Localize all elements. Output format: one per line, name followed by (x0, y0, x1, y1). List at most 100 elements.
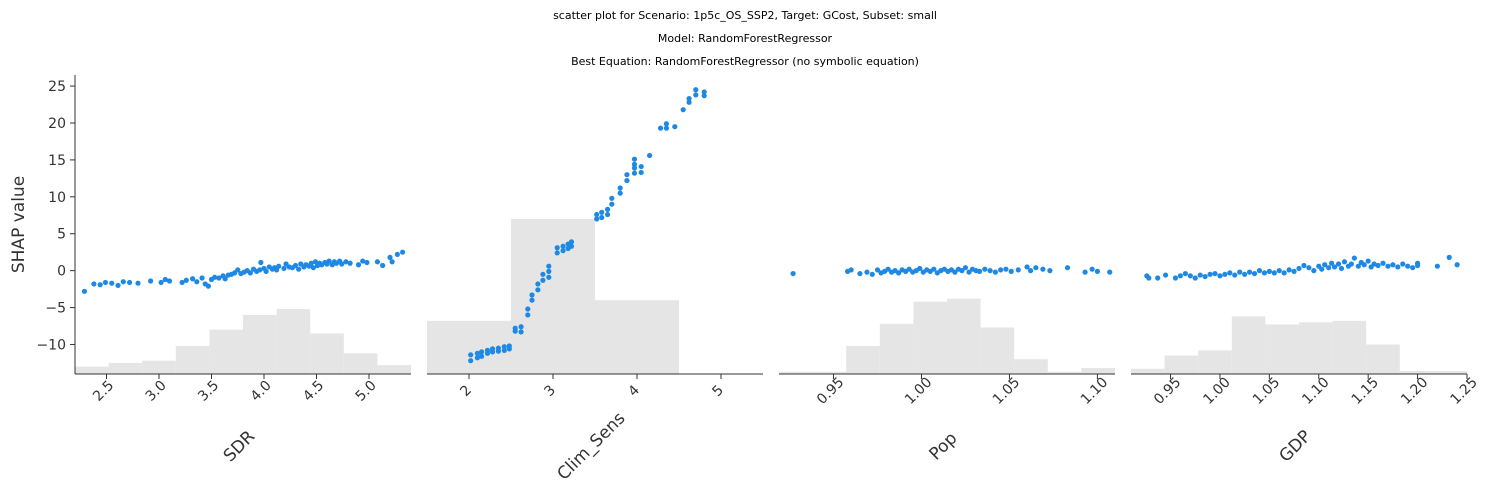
scatter-point (1217, 273, 1223, 279)
x-tick-label: 5 (709, 382, 727, 400)
scatter-point (479, 349, 485, 355)
scatter-point (568, 239, 575, 245)
y-tick-label: 20 (48, 116, 66, 132)
chart-title-line-3: Best Equation: RandomForestRegressor (no… (571, 55, 919, 68)
histogram-bar (1047, 371, 1082, 374)
histogram-bar (595, 300, 679, 374)
scatter-point (1375, 262, 1381, 269)
scatter-point (605, 211, 611, 218)
scatter-point (1341, 259, 1348, 265)
scatter-point (387, 254, 393, 260)
scatter-point (638, 169, 644, 176)
scatter-point (631, 165, 638, 171)
scatter-point (347, 260, 353, 266)
x-tick-label: 1.25 (1447, 374, 1480, 407)
scatter-point (308, 260, 314, 266)
scatter-point (1365, 258, 1371, 264)
scatter-point (874, 267, 881, 273)
scatter-point (109, 280, 115, 286)
scatter-point (148, 278, 154, 284)
scatter-point (624, 172, 630, 178)
scatter-point (1271, 270, 1277, 276)
scatter-point (190, 276, 196, 282)
scatter-point (205, 283, 211, 289)
y-tick-label: 0 (57, 264, 66, 280)
x-tick-label: 1.05 (1250, 374, 1283, 407)
scatter-point (647, 152, 653, 159)
histogram-bar (75, 366, 109, 374)
histogram-bar (276, 309, 311, 374)
histogram-bar (142, 360, 176, 374)
x-tick-label: 0.95 (1151, 374, 1184, 407)
scatter-point (605, 206, 611, 212)
histogram-bar (1231, 316, 1266, 374)
x-axis-label: GDP (1275, 426, 1315, 466)
scatter-point (127, 279, 133, 286)
y-tick-label: 5 (57, 227, 66, 243)
scatter-point (518, 329, 524, 335)
scatter-point (917, 265, 923, 272)
scatter-point (657, 125, 664, 131)
scatter-point (529, 297, 535, 303)
x-tick-label: 4.0 (248, 378, 275, 405)
scatter-point (560, 248, 566, 254)
scatter-point (102, 279, 109, 286)
scatter-point (1237, 269, 1243, 275)
scatter-point (1227, 270, 1233, 276)
scatter-point (987, 268, 993, 274)
scatter-point (1027, 268, 1034, 274)
histogram-bar (879, 323, 914, 374)
scatter-point (158, 279, 164, 286)
scatter-point (1242, 271, 1248, 277)
scatter-point (212, 274, 218, 280)
y-tick-label: −10 (36, 337, 66, 353)
scatter-point (1286, 267, 1292, 273)
scatter-point (638, 163, 644, 170)
scatter-point (343, 259, 349, 265)
scatter-point (1276, 268, 1282, 274)
scatter-point (380, 262, 386, 269)
scatter-point (512, 325, 518, 331)
scatter-point (1033, 265, 1039, 271)
scatter-point (1261, 270, 1268, 276)
scatter-point (1003, 266, 1009, 272)
histogram-bar (1433, 371, 1467, 374)
histogram-bar (913, 301, 947, 374)
histogram-bar (511, 218, 595, 374)
scatter-point (474, 355, 480, 361)
scatter-point (292, 262, 299, 269)
scatter-point (389, 259, 395, 265)
scatter-point (525, 306, 531, 312)
scatter-point (199, 275, 205, 281)
scatter-point (1329, 260, 1335, 266)
scatter-point (701, 89, 707, 95)
scatter-point (966, 269, 972, 275)
scatter-point (1351, 255, 1357, 261)
x-tick-label: 3.0 (143, 378, 170, 405)
scatter-point (194, 279, 200, 285)
scatter-point (631, 170, 638, 176)
chart-title-line-1: scatter plot for Scenario: 1p5c_OS_SSP2,… (553, 9, 937, 22)
scatter-point (663, 125, 670, 131)
scatter-point (1385, 263, 1391, 269)
scatter-point (864, 269, 870, 275)
histogram-bar (209, 329, 243, 374)
scatter-point (183, 277, 189, 283)
scatter-point (617, 190, 623, 196)
histogram-bar (980, 327, 1015, 374)
scatter-point (982, 266, 988, 272)
scatter-point (1326, 265, 1332, 271)
scatter-point (686, 96, 692, 102)
scatter-point (568, 243, 575, 249)
scatter-point (1047, 268, 1053, 274)
chart-title-line-2: Model: RandomForestRegressor (657, 32, 833, 45)
scatter-point (394, 251, 400, 257)
scatter-point (247, 270, 253, 276)
scatter-point (310, 265, 316, 271)
scatter-point (1434, 263, 1440, 269)
scatter-point (1107, 269, 1113, 275)
scatter-point (216, 275, 222, 281)
scatter-point (1335, 261, 1342, 267)
scatter-point (506, 343, 512, 349)
